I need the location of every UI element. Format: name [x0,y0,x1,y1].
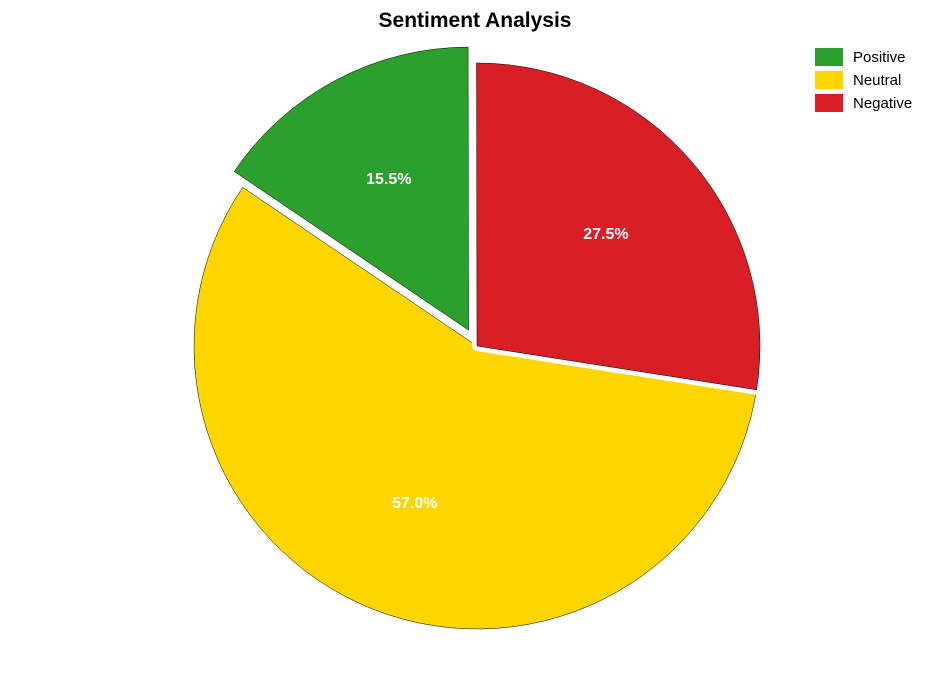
legend-item: Neutral [815,71,912,89]
chart-legend: Positive Neutral Negative [815,48,912,117]
legend-swatch [815,94,843,112]
slice-label: 15.5% [366,171,411,189]
pie-svg [134,3,820,689]
legend-label: Positive [853,49,906,66]
legend-swatch [815,71,843,89]
pie-chart: 15.5% 57.0% 27.5% [134,3,820,689]
slice-label: 27.5% [583,226,628,244]
legend-item: Positive [815,48,912,66]
legend-swatch [815,48,843,66]
legend-item: Negative [815,94,912,112]
legend-label: Neutral [853,72,901,89]
legend-label: Negative [853,95,912,112]
slice-label: 57.0% [392,495,437,513]
